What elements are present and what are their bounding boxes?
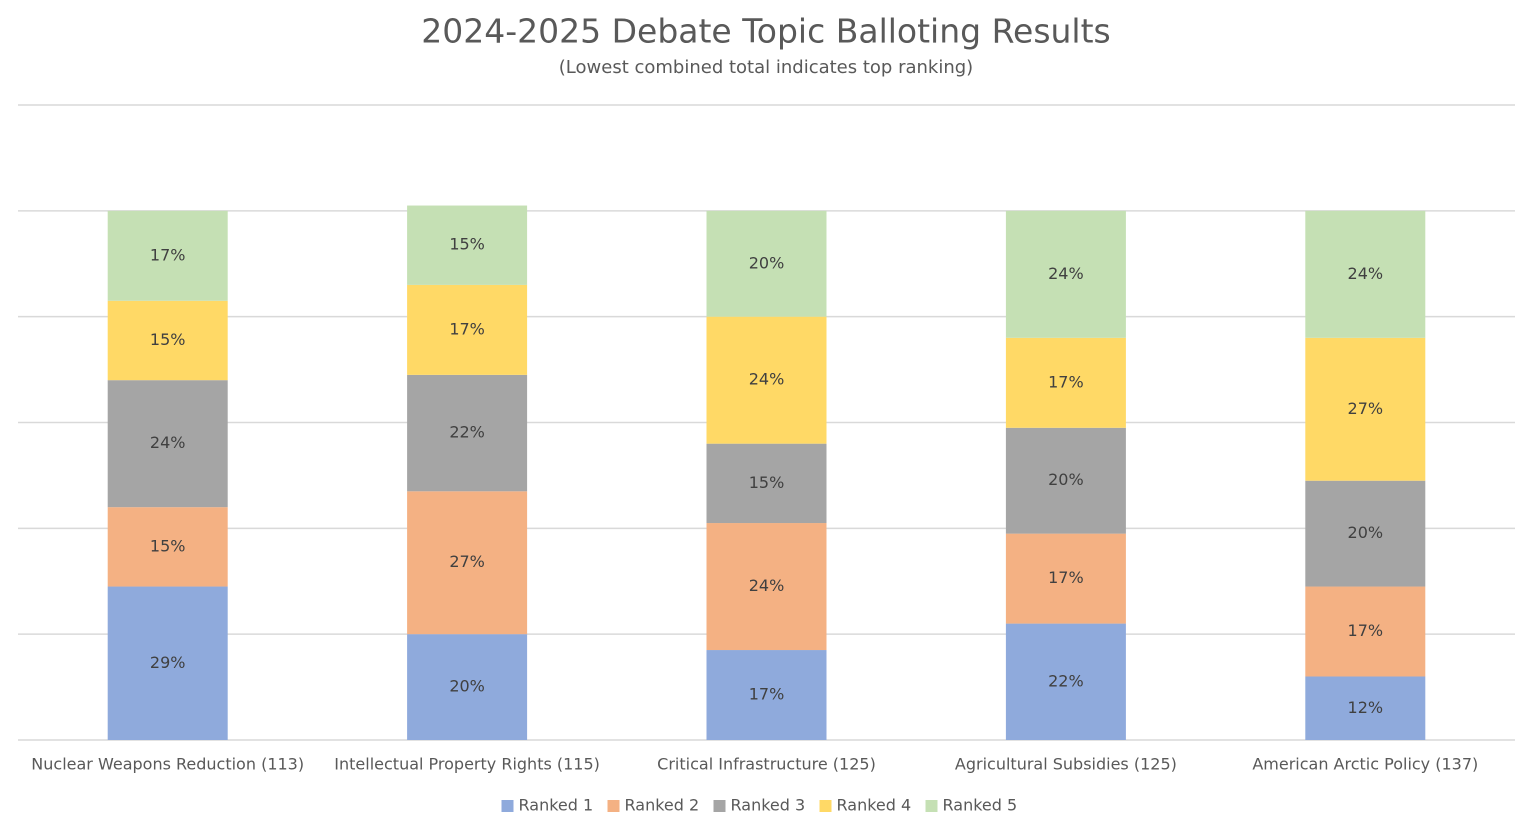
data-label: 20% bbox=[1048, 470, 1084, 489]
x-tick-label: American Arctic Policy (137) bbox=[1252, 755, 1478, 774]
chart-title: 2024-2025 Debate Topic Balloting Results bbox=[421, 12, 1110, 51]
data-label: 29% bbox=[150, 653, 186, 672]
data-label: 22% bbox=[449, 423, 485, 442]
bar-segment bbox=[1005, 210, 1126, 338]
data-label: 24% bbox=[749, 370, 785, 389]
legend-label: Ranked 5 bbox=[943, 796, 1018, 815]
data-label: 20% bbox=[1348, 523, 1384, 542]
chart-subtitle: (Lowest combined total indicates top ran… bbox=[559, 57, 973, 78]
data-label: 15% bbox=[749, 473, 785, 492]
data-label: 17% bbox=[150, 245, 186, 264]
x-tick-label: Intellectual Property Rights (115) bbox=[334, 755, 600, 774]
data-label: 24% bbox=[749, 576, 785, 595]
bar-segment bbox=[706, 443, 827, 524]
legend-swatch bbox=[713, 800, 726, 812]
bar-segment bbox=[407, 634, 528, 740]
data-label: 27% bbox=[449, 552, 485, 571]
bar-segment bbox=[407, 284, 528, 375]
legend-label: Ranked 3 bbox=[731, 796, 806, 815]
data-label: 12% bbox=[1348, 698, 1384, 717]
bar-segment bbox=[107, 210, 228, 301]
legend-swatch bbox=[925, 800, 938, 812]
x-tick-label: Agricultural Subsidies (125) bbox=[955, 755, 1177, 774]
bar-segment bbox=[706, 316, 827, 444]
bar-segment bbox=[1305, 586, 1426, 677]
legend-swatch bbox=[501, 800, 514, 812]
bar-segment bbox=[1305, 676, 1426, 740]
bar-segment bbox=[1005, 623, 1126, 740]
data-label: 17% bbox=[1048, 568, 1084, 587]
data-label: 17% bbox=[749, 685, 785, 704]
data-label: 17% bbox=[1048, 372, 1084, 391]
data-label: 22% bbox=[1048, 671, 1084, 690]
legend-swatch bbox=[607, 800, 620, 812]
bar-segment bbox=[706, 210, 827, 317]
bar-segment bbox=[107, 380, 228, 508]
bar-segment bbox=[706, 650, 827, 740]
data-label: 15% bbox=[150, 330, 186, 349]
bar-segment bbox=[407, 374, 528, 492]
data-label: 20% bbox=[449, 677, 485, 696]
bar-segment bbox=[1305, 337, 1426, 481]
x-tick-label: Critical Infrastructure (125) bbox=[657, 755, 876, 774]
bar-segment bbox=[1305, 210, 1426, 338]
bar-segment bbox=[706, 523, 827, 651]
data-label: 17% bbox=[449, 319, 485, 338]
data-label: 24% bbox=[1048, 264, 1084, 283]
bar-segment bbox=[107, 507, 228, 587]
data-label: 15% bbox=[449, 235, 485, 254]
bar-segment bbox=[407, 205, 528, 285]
data-label: 24% bbox=[150, 433, 186, 452]
x-tick-label: Nuclear Weapons Reduction (113) bbox=[31, 755, 304, 774]
legend-label: Ranked 1 bbox=[519, 796, 594, 815]
data-label: 27% bbox=[1348, 399, 1384, 418]
bar-segment bbox=[1005, 533, 1126, 624]
bar-segment bbox=[107, 586, 228, 740]
bar-segment bbox=[1305, 480, 1426, 587]
data-label: 24% bbox=[1348, 264, 1384, 283]
legend-swatch bbox=[819, 800, 832, 812]
data-label: 17% bbox=[1348, 621, 1384, 640]
legend-label: Ranked 4 bbox=[837, 796, 912, 815]
data-label: 15% bbox=[150, 536, 186, 555]
bar-segment bbox=[1005, 337, 1126, 428]
bar-segment bbox=[407, 491, 528, 635]
bar-segment bbox=[1005, 427, 1126, 534]
bar-segment bbox=[107, 300, 228, 381]
legend-label: Ranked 2 bbox=[625, 796, 700, 815]
data-label: 20% bbox=[749, 253, 785, 272]
